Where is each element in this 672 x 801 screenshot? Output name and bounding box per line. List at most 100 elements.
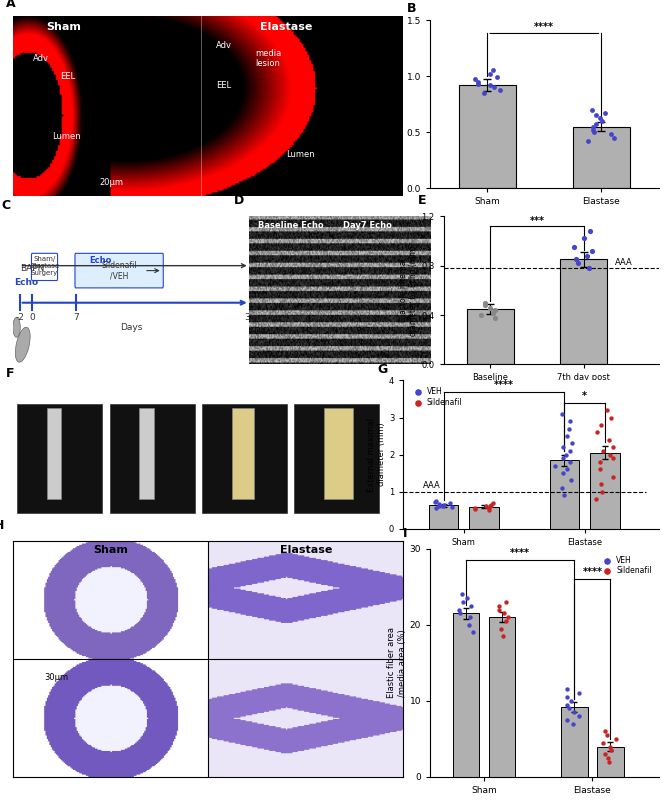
Text: Sildenafil
/VEH: Sildenafil /VEH bbox=[101, 261, 137, 280]
Bar bbox=[489, 618, 515, 777]
Bar bbox=[231, 409, 253, 500]
Text: Lumen: Lumen bbox=[52, 131, 81, 140]
Point bbox=[462, 592, 472, 605]
FancyBboxPatch shape bbox=[75, 253, 163, 288]
Y-axis label: Diastole internal
diameter by Echo (mm): Diastole internal diameter by Echo (mm) bbox=[399, 245, 419, 336]
Text: F: F bbox=[6, 368, 15, 380]
Text: BAPN: BAPN bbox=[19, 264, 44, 272]
Bar bbox=[202, 404, 287, 513]
Point bbox=[499, 607, 509, 620]
Point bbox=[476, 308, 487, 321]
Point bbox=[456, 588, 467, 601]
Point bbox=[559, 489, 570, 501]
Point bbox=[595, 477, 606, 490]
Text: ****: **** bbox=[510, 548, 530, 557]
Point bbox=[472, 78, 483, 91]
Point bbox=[579, 232, 589, 245]
Point bbox=[606, 744, 617, 757]
Text: AAA: AAA bbox=[423, 481, 441, 489]
Point bbox=[573, 687, 584, 700]
Point bbox=[429, 496, 440, 509]
Point bbox=[563, 422, 574, 435]
Bar bbox=[110, 404, 195, 513]
Y-axis label: PDE5 intensity/Medial
area (fold change): PDE5 intensity/Medial area (fold change) bbox=[384, 58, 404, 150]
Text: Adv: Adv bbox=[216, 42, 232, 50]
Legend: VEH, Sildenafil: VEH, Sildenafil bbox=[407, 384, 466, 410]
Point bbox=[609, 131, 620, 144]
Point bbox=[599, 725, 610, 738]
Ellipse shape bbox=[15, 328, 30, 362]
Point bbox=[478, 87, 489, 99]
Point bbox=[602, 404, 613, 417]
Text: I: I bbox=[403, 527, 407, 540]
Text: Days: Days bbox=[120, 323, 142, 332]
Point bbox=[595, 456, 605, 469]
Point bbox=[480, 299, 491, 312]
Text: 30μm: 30μm bbox=[44, 673, 69, 682]
Point bbox=[611, 732, 622, 745]
Point bbox=[604, 740, 615, 753]
Point bbox=[566, 437, 577, 450]
Text: Echo: Echo bbox=[89, 256, 112, 265]
Point bbox=[455, 607, 466, 620]
Point bbox=[501, 614, 511, 627]
Point bbox=[591, 493, 601, 505]
Point bbox=[434, 497, 445, 510]
Text: Lumen: Lumen bbox=[286, 150, 315, 159]
Text: Elastase: Elastase bbox=[280, 545, 332, 555]
Text: -2: -2 bbox=[15, 313, 24, 322]
Point bbox=[445, 497, 456, 509]
Point bbox=[495, 622, 506, 635]
Bar bbox=[561, 707, 587, 777]
Point bbox=[586, 103, 597, 116]
Bar bbox=[139, 409, 154, 500]
Point bbox=[565, 456, 576, 469]
Ellipse shape bbox=[13, 317, 20, 337]
Point bbox=[598, 445, 609, 457]
Point bbox=[447, 501, 458, 513]
Y-axis label: External maximal
diameter (mm): External maximal diameter (mm) bbox=[367, 417, 386, 492]
Bar bbox=[550, 460, 579, 529]
Point bbox=[594, 111, 605, 124]
Point bbox=[591, 118, 601, 131]
Text: ****: **** bbox=[494, 380, 514, 390]
Point bbox=[605, 449, 616, 461]
Point bbox=[607, 441, 618, 453]
Point bbox=[472, 75, 483, 88]
Point bbox=[587, 120, 598, 133]
Point bbox=[469, 501, 480, 514]
Text: 7: 7 bbox=[73, 313, 79, 322]
Text: AAA: AAA bbox=[615, 258, 632, 267]
Text: H: H bbox=[0, 519, 4, 532]
Point bbox=[485, 67, 495, 80]
Text: Echo: Echo bbox=[14, 279, 38, 288]
Point bbox=[494, 83, 505, 96]
Text: Adv: Adv bbox=[33, 54, 49, 63]
Bar bbox=[597, 747, 624, 777]
Point bbox=[583, 135, 593, 147]
Text: 35: 35 bbox=[244, 313, 255, 322]
Point bbox=[583, 262, 594, 275]
Point bbox=[607, 452, 618, 465]
Text: D: D bbox=[234, 195, 245, 207]
Text: A: A bbox=[5, 0, 15, 10]
Point bbox=[588, 126, 599, 139]
Point bbox=[439, 498, 450, 511]
Point bbox=[569, 706, 579, 718]
Point bbox=[587, 123, 598, 136]
Point bbox=[433, 499, 444, 512]
Point bbox=[485, 78, 495, 91]
Point bbox=[595, 463, 605, 476]
Text: ****: **** bbox=[534, 22, 554, 32]
Point bbox=[556, 481, 567, 494]
Text: 20μm: 20μm bbox=[99, 179, 123, 187]
Point bbox=[591, 426, 602, 439]
Point bbox=[601, 729, 612, 742]
Point bbox=[562, 690, 573, 703]
Point bbox=[597, 485, 607, 498]
Point bbox=[485, 301, 496, 314]
Point bbox=[498, 630, 509, 642]
Text: ***: *** bbox=[530, 215, 544, 226]
Bar bbox=[560, 260, 607, 364]
Point bbox=[458, 596, 468, 609]
